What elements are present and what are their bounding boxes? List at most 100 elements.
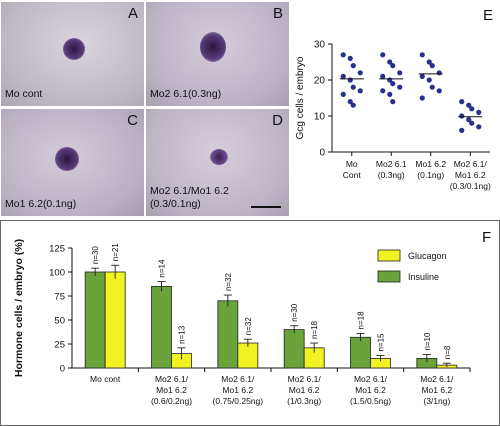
data-point <box>347 99 353 105</box>
x-tick-label: Mo <box>346 159 358 169</box>
data-point <box>419 52 425 58</box>
x-tick-label: Mo2 6.1/ <box>354 374 388 384</box>
x-tick-label: Mo2 6.1/ <box>155 374 189 384</box>
data-point <box>350 102 356 108</box>
data-point <box>429 84 435 90</box>
x-tick-label: (0.6/0.2ng) <box>151 396 192 406</box>
y-tick-label: 125 <box>49 244 65 255</box>
data-point <box>426 77 432 83</box>
panel-letter-a: A <box>127 5 138 22</box>
bar-chart-f: F 0 25 50 75 100 125 Hormone cells / embryo (%… <box>0 220 500 426</box>
x-tick-label: Mo1 6.2 <box>156 385 187 395</box>
x-tick-label: Mo1 6.2 <box>415 159 446 169</box>
data-point <box>419 73 425 79</box>
bar-insuline <box>84 271 106 369</box>
stained-islet <box>200 32 226 62</box>
panel-caption-d: Mo2 6.1/Mo1 6.2 (0.3/0.1ng) <box>150 185 229 211</box>
x-tick-label: Mo2 6.1 <box>376 159 407 169</box>
legend-label-insuline: Insuline <box>408 272 439 282</box>
caption-line: (0.3/0.1ng) <box>150 198 201 210</box>
data-point <box>390 63 396 69</box>
n-label: n=10 <box>423 332 432 351</box>
bar-insuline <box>217 300 239 369</box>
x-tick-label: (1/0.3ng) <box>287 396 321 406</box>
caption-line: Mo2 6.1/Mo1 6.2 <box>150 185 229 197</box>
data-point <box>340 91 346 97</box>
y-tick-label: 75 <box>54 292 65 303</box>
caption-line: Mo cont <box>5 88 43 100</box>
bar-glucagon <box>104 271 126 369</box>
data-point <box>387 91 393 97</box>
legend-swatch-glucagon <box>377 249 401 262</box>
data-point <box>459 127 465 133</box>
x-tick-label: Mo2 6.1/ <box>420 374 454 384</box>
x-tick-label: Mo1 6.2 <box>455 170 486 180</box>
y-axis-label: Hormone cells / embryo (%) <box>13 239 25 377</box>
x-tick-label: Mo2 6.1/ <box>454 159 488 169</box>
stained-islet <box>55 147 79 171</box>
n-label: n=32 <box>224 272 233 291</box>
data-point <box>350 63 356 69</box>
data-point <box>429 63 435 69</box>
bar-insuline <box>350 336 371 369</box>
panel-letter-d: D <box>272 112 283 129</box>
bar-insuline <box>151 286 172 369</box>
panel-letter-c: C <box>127 112 138 129</box>
stained-islet <box>210 149 228 165</box>
micrograph-b: B Mo2 6.1(0.3ng) <box>146 2 289 106</box>
x-tick-label: Mo1 6.2 <box>222 385 253 395</box>
n-label: n=21 <box>111 243 120 262</box>
y-tick-label: 25 <box>54 340 65 351</box>
data-point <box>357 88 363 94</box>
x-tick-label: Mo cont <box>90 374 121 384</box>
data-point <box>380 88 386 94</box>
x-tick-label: Mo2 6.1/ <box>288 374 322 384</box>
y-tick-label: 0 <box>60 364 65 375</box>
data-point <box>469 120 475 126</box>
data-point <box>380 73 386 79</box>
y-tick-label: 20 <box>314 76 326 87</box>
data-point <box>397 84 403 90</box>
n-label: n=30 <box>91 246 100 265</box>
data-point <box>419 95 425 101</box>
n-label: n=18 <box>310 320 319 339</box>
y-tick-label: 100 <box>49 268 65 279</box>
x-tick-label: Mo1 6.2 <box>421 385 452 395</box>
data-point <box>426 59 432 65</box>
micrograph-d: D Mo2 6.1/Mo1 6.2 (0.3/0.1ng) <box>146 109 289 216</box>
micrograph-a: A Mo cont <box>1 2 144 106</box>
y-axis-label: Gcg cells / embryo <box>295 56 306 139</box>
micrograph-c: C Mo1 6.2(0.1ng) <box>1 109 144 216</box>
n-label: n=14 <box>158 259 167 278</box>
caption-line: Mo2 6.1(0.3ng) <box>150 88 222 100</box>
data-point <box>347 77 353 83</box>
scale-bar <box>251 206 281 208</box>
data-point <box>466 117 472 123</box>
panel-letter-b: B <box>272 5 283 22</box>
data-point <box>347 55 353 62</box>
x-tick-label: (3/1ng) <box>423 396 450 406</box>
bar-insuline <box>283 329 305 369</box>
stained-islet <box>63 38 85 60</box>
n-label: n=32 <box>244 317 253 336</box>
n-label: n=8 <box>443 345 452 359</box>
y-tick-label: 50 <box>54 316 65 327</box>
y-tick-label: 0 <box>319 148 325 159</box>
panel-letter-e: E <box>483 7 493 24</box>
data-point <box>469 106 475 112</box>
data-point <box>340 52 346 58</box>
data-point <box>459 113 465 119</box>
n-label: n=15 <box>377 333 386 352</box>
x-tick-label: Cont <box>343 170 362 180</box>
panel-caption-c: Mo1 6.2(0.1ng) <box>5 198 76 211</box>
y-tick-label: 30 <box>314 40 326 51</box>
data-point <box>476 109 482 115</box>
caption-line: Mo1 6.2(0.1ng) <box>5 198 77 210</box>
data-point <box>390 99 396 105</box>
x-tick-label: (1.5/0.5ng) <box>350 396 391 406</box>
n-label: n=30 <box>290 303 299 322</box>
data-point <box>436 88 442 94</box>
panel-caption-b: Mo2 6.1(0.3ng) <box>150 88 221 101</box>
data-point <box>397 70 403 76</box>
